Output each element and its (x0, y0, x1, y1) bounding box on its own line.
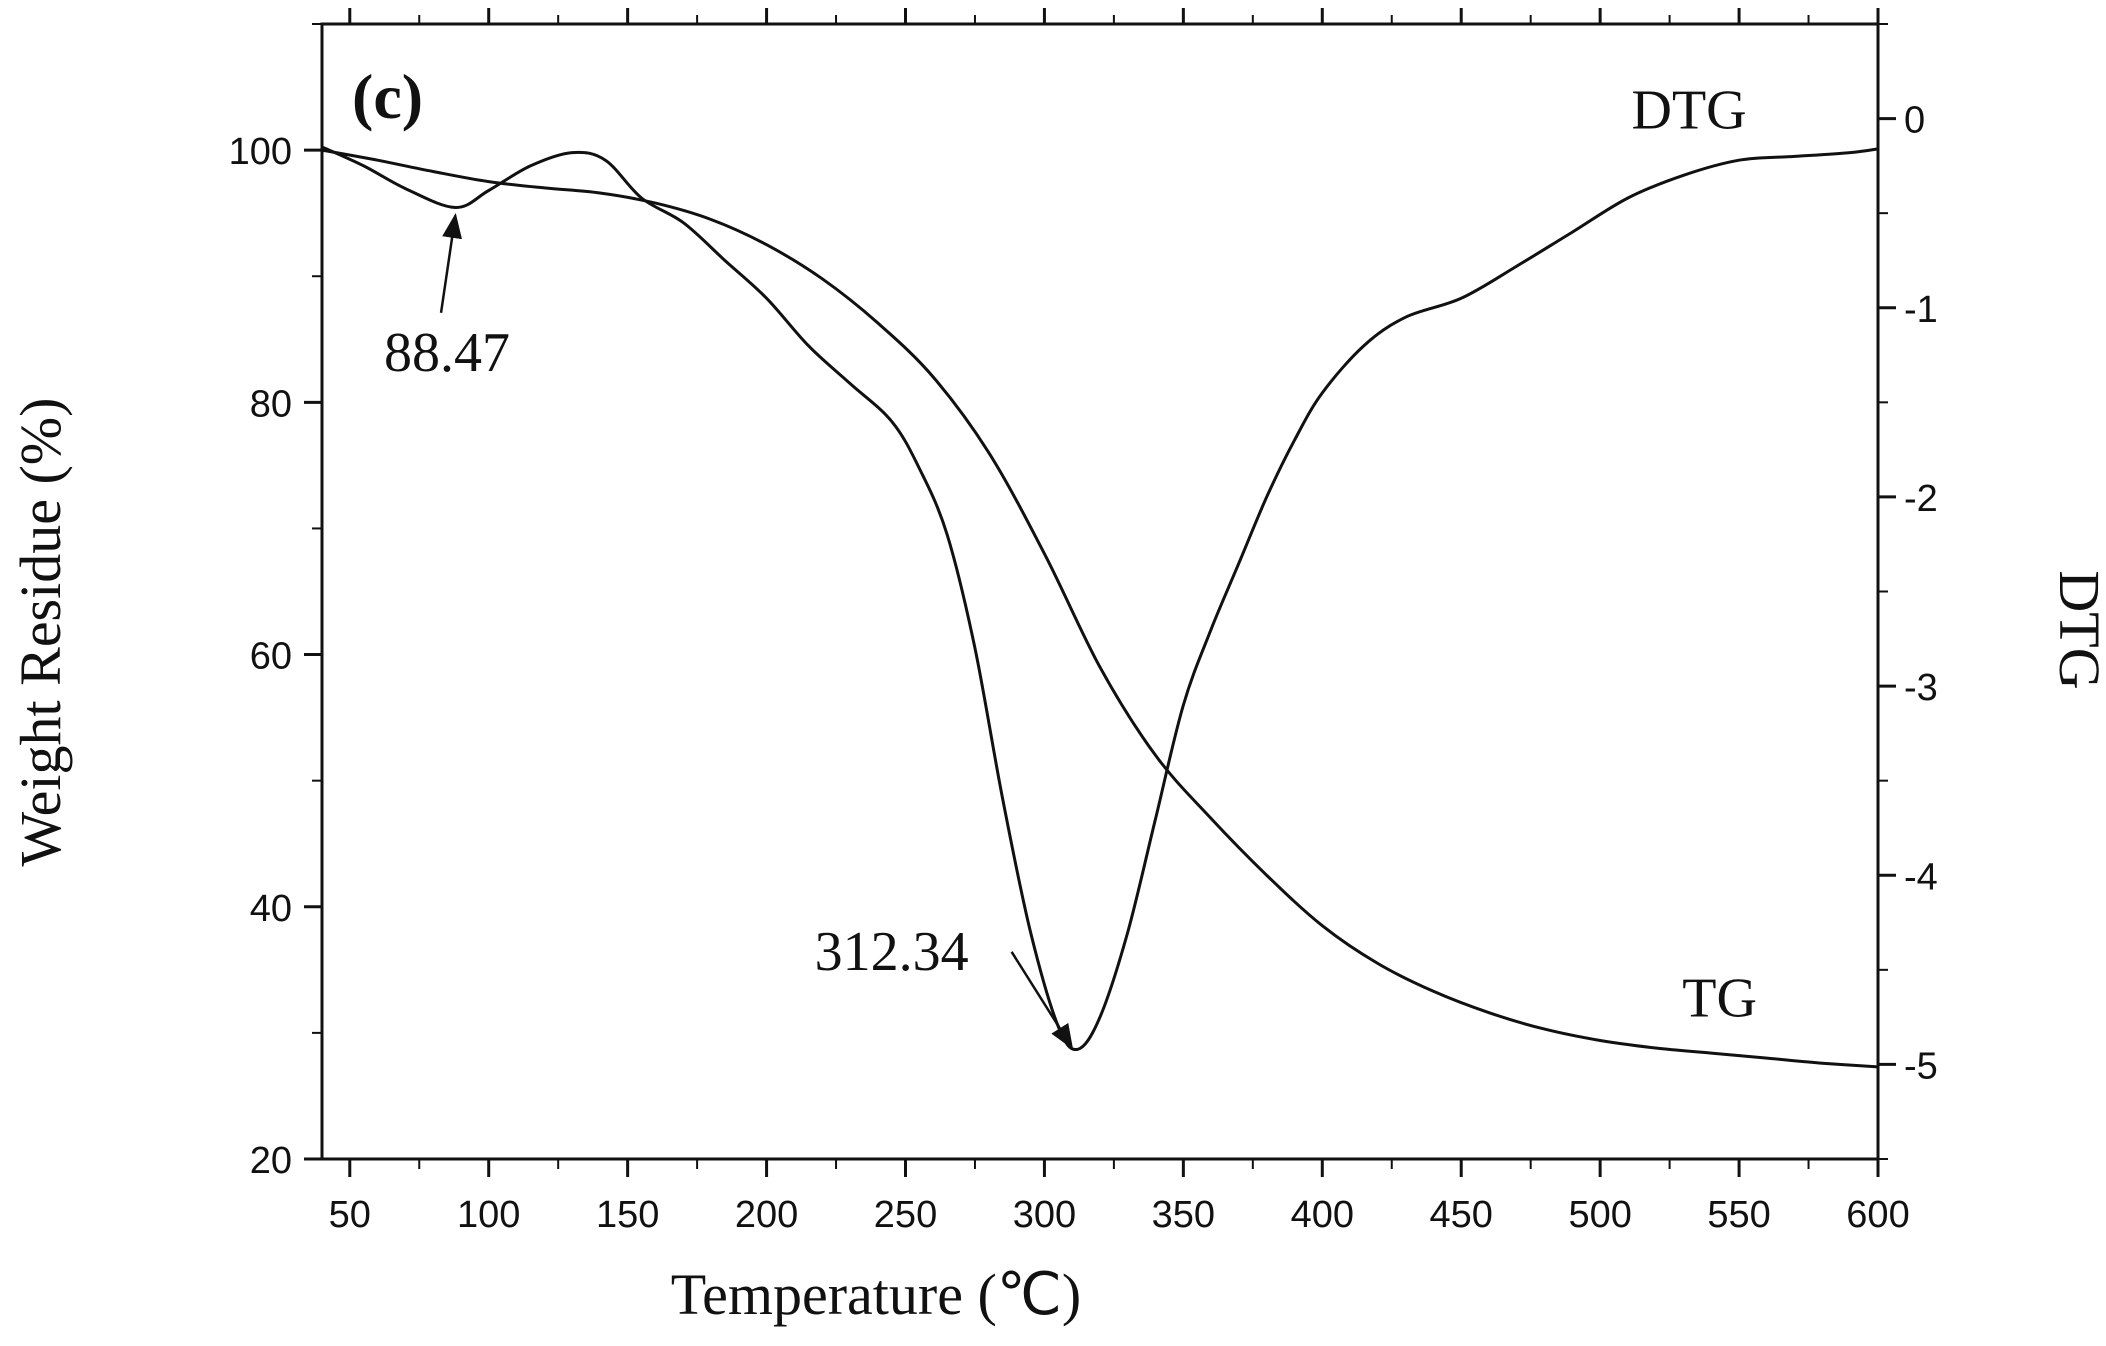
annotation-label: 88.47 (384, 322, 510, 384)
annotation-arrow (1010, 951, 1074, 1050)
x-axis-title: Temperature (℃) (671, 1262, 1081, 1327)
y-right-tick-label: 0 (1904, 100, 1925, 142)
x-tick-label: 50 (329, 1194, 371, 1236)
series-line-dtg (321, 145, 1879, 1052)
series-label-dtg: DTG (1632, 80, 1747, 142)
panel-label: (c) (352, 61, 423, 132)
x-tick-label: 500 (1568, 1194, 1631, 1236)
annotation-arrow (439, 213, 462, 313)
y-right-tick-label: -5 (1904, 1045, 1938, 1087)
annotation-layer: DTG TG 88.47 312.34 (384, 80, 1757, 1050)
x-tick-label: 200 (735, 1194, 798, 1236)
y-left-tick-label: 40 (250, 888, 292, 930)
series-line-tg (321, 148, 1879, 1069)
y-left-tick-label: 80 (250, 383, 292, 425)
y-right-tick-label: -3 (1904, 667, 1938, 709)
y-left-axis-title: Weight Residue (%) (8, 398, 73, 867)
x-tick-label: 400 (1291, 1194, 1354, 1236)
y-left-tick-label: 100 (229, 131, 292, 173)
axes-layer: 50 100 150 200 250 300 350 400 450 500 550 60020406… (229, 8, 1938, 1236)
y-right-tick-label: -4 (1904, 856, 1938, 898)
series-label-tg: TG (1682, 967, 1757, 1029)
y-right-axis-title: DTG (2047, 570, 2106, 689)
x-tick-label: 600 (1846, 1194, 1909, 1236)
y-right-tick-label: -2 (1904, 478, 1938, 520)
x-tick-label: 300 (1013, 1194, 1076, 1236)
x-tick-label: 150 (596, 1194, 659, 1236)
y-left-tick-label: 20 (250, 1140, 292, 1182)
plot-frame (320, 22, 1880, 1161)
x-tick-label: 250 (874, 1194, 937, 1236)
y-right-tick-label: -1 (1904, 289, 1938, 331)
y-left-tick-label: 60 (250, 636, 292, 678)
x-tick-label: 350 (1152, 1194, 1215, 1236)
annotation-label: 312.34 (815, 921, 969, 983)
x-tick-label: 100 (457, 1194, 520, 1236)
series-layer (321, 145, 1879, 1069)
x-tick-label: 450 (1430, 1194, 1493, 1236)
x-tick-label: 550 (1707, 1194, 1770, 1236)
